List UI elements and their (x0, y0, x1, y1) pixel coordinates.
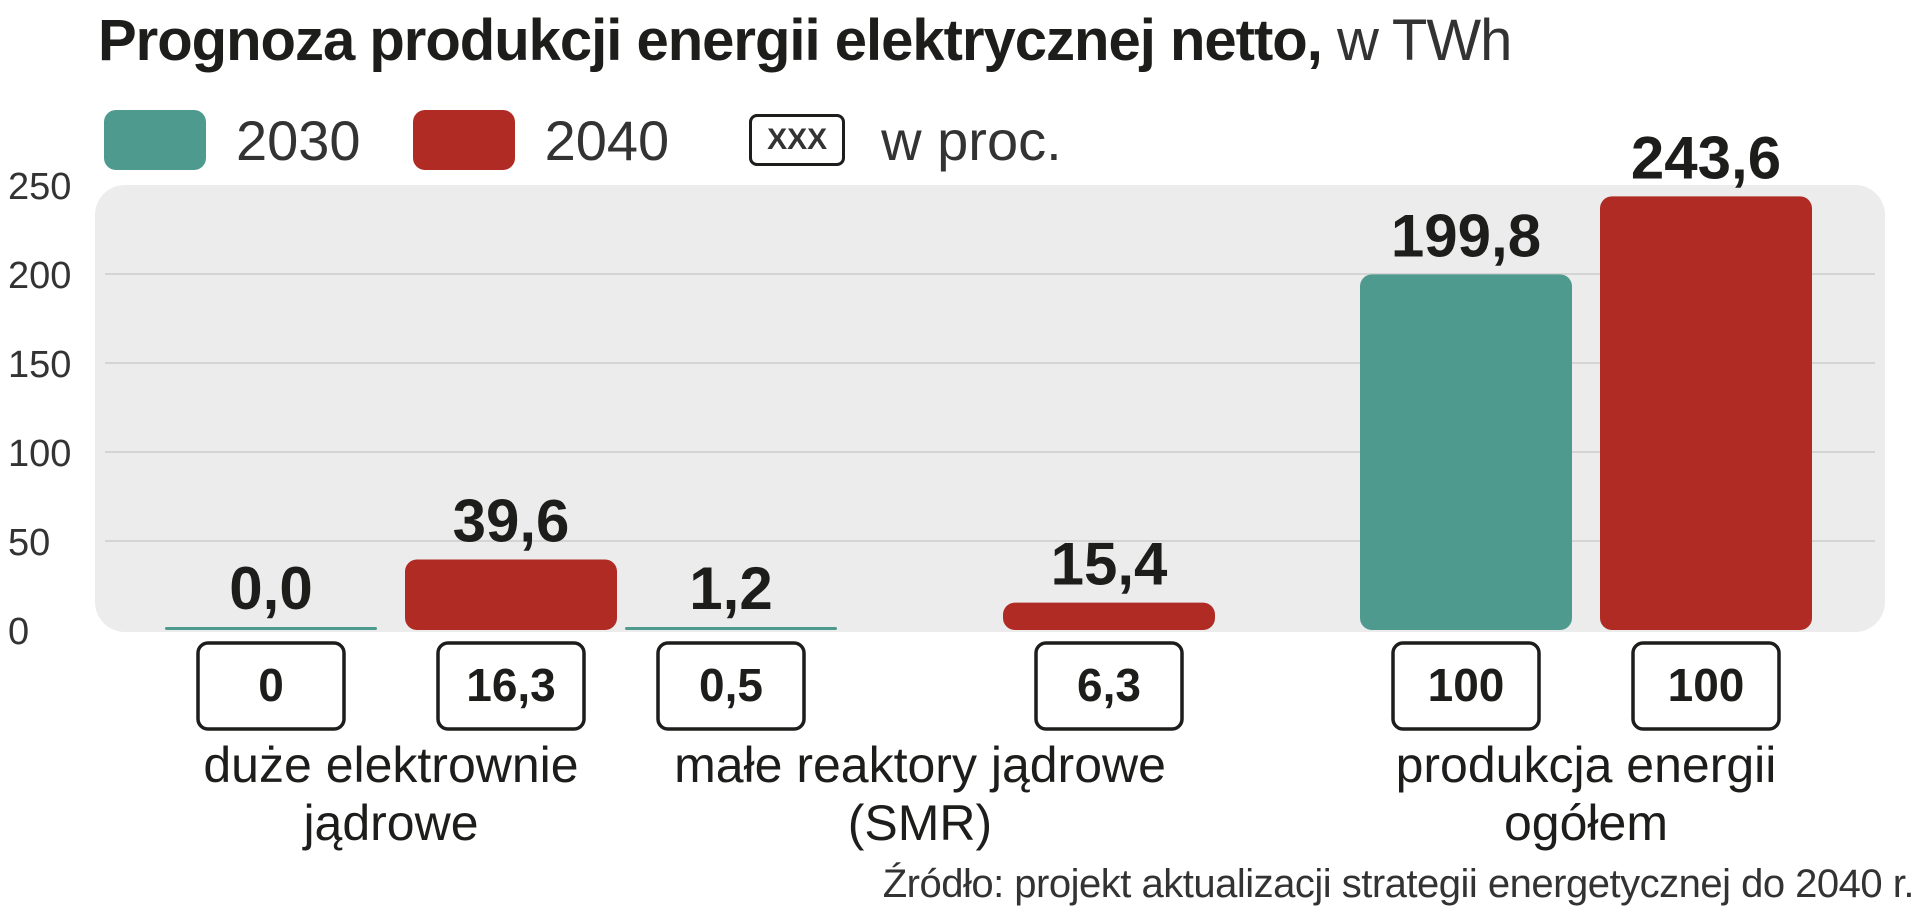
chart-title-main: Prognoza produkcji energii elektrycznej … (98, 8, 1323, 73)
chart-title: Prognoza produkcji energii elektrycznej … (98, 6, 1512, 76)
y-tick-label: 50 (8, 522, 50, 564)
percent-label-2030: 0,5 (699, 659, 763, 711)
category-label: (SMR) (848, 795, 992, 851)
percent-box-2040 (1631, 641, 1781, 731)
y-tick-label: 0 (8, 611, 29, 653)
category-label: małe reaktory jądrowe (674, 737, 1166, 793)
y-tick-label: 100 (8, 433, 71, 475)
value-label-2030: 0,0 (229, 555, 312, 622)
bar-2040 (1003, 602, 1215, 630)
value-label-2030: 199,8 (1391, 202, 1541, 269)
legend-swatch-2030 (104, 110, 206, 170)
category-label: duże elektrownie (203, 737, 578, 793)
legend-percent-box: XXX (749, 114, 846, 166)
value-label-2030: 1,2 (689, 555, 772, 622)
bar-2030 (165, 627, 377, 630)
source-note: Źródło: projekt aktualizacji strategii e… (882, 862, 1915, 906)
percent-box-2040 (1034, 641, 1184, 731)
value-label-2040: 39,6 (453, 488, 570, 555)
percent-label-2030: 100 (1428, 659, 1505, 711)
bar-2040 (405, 559, 617, 630)
percent-box-2030 (1391, 641, 1541, 731)
y-tick-label: 150 (8, 344, 71, 386)
category-label: ogółem (1504, 795, 1668, 851)
legend-swatch-2040 (412, 110, 515, 170)
percent-label-2040: 16,3 (466, 659, 556, 711)
legend-label-2040: 2040 (544, 108, 670, 172)
legend-percent-label: w proc. (881, 108, 1062, 172)
percent-label-2030: 0 (258, 659, 284, 711)
value-label-2040: 15,4 (1051, 531, 1168, 598)
percent-box-2030 (196, 641, 346, 731)
percent-box-2030 (656, 641, 806, 731)
y-tick-label: 250 (8, 166, 71, 208)
bar-2030 (625, 627, 837, 630)
chart-title-unit: w TWh (1336, 8, 1512, 73)
category-label: produkcja energii (1396, 737, 1777, 793)
bar-2040 (1600, 196, 1812, 630)
legend-label-2030: 2030 (236, 108, 361, 172)
value-label-2040: 243,6 (1631, 124, 1781, 191)
bar-2030 (1360, 274, 1572, 630)
percent-box-2040 (436, 641, 586, 731)
percent-label-2040: 6,3 (1077, 659, 1141, 711)
category-label: jądrowe (301, 795, 478, 851)
y-tick-label: 200 (8, 255, 71, 297)
legend: 2030 2040 XXX w proc. (104, 108, 1062, 172)
percent-label-2040: 100 (1668, 659, 1745, 711)
